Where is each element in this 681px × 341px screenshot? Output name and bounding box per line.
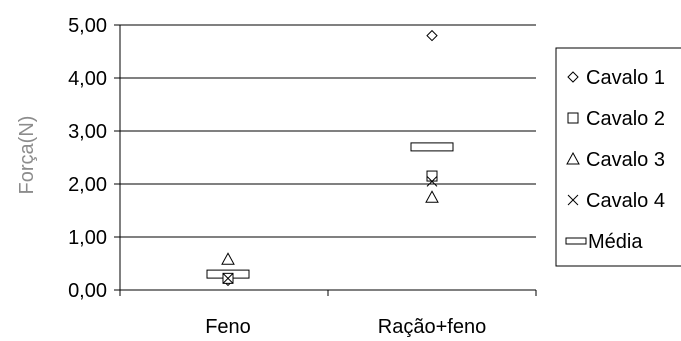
legend-label: Cavalo 2: [586, 108, 665, 130]
legend-label: Cavalo 1: [586, 67, 665, 89]
marker-square: [567, 112, 579, 124]
legend-label: Média: [588, 231, 643, 253]
x-tick-labels: Feno Ração+feno: [205, 316, 486, 338]
marker-square: [426, 170, 438, 182]
data-marks: [206, 29, 454, 287]
y-axis-title: Força(N): [16, 116, 38, 195]
y-tick-label: 5,00: [68, 15, 107, 37]
x-tick-label: Feno: [205, 316, 251, 338]
x-tick-label: Ração+feno: [378, 316, 486, 338]
marker-triangle: [425, 190, 439, 203]
y-tick-label: 2,00: [68, 174, 107, 196]
marker-x: [426, 175, 438, 187]
legend-label: Cavalo 4: [586, 190, 665, 212]
marker-triangle: [566, 151, 580, 165]
y-tick-labels: 0,00 1,00 2,00 3,00 4,00 5,00: [68, 15, 107, 302]
axes: [114, 24, 537, 296]
gridlines: [120, 24, 536, 238]
legend-label: Cavalo 3: [586, 149, 665, 171]
marker-x: [222, 272, 234, 284]
y-tick-label: 0,00: [68, 280, 107, 302]
marker-diamond: [426, 29, 438, 42]
legend-marker-mean-bar: [565, 237, 587, 245]
legend: Cavalo 1 Cavalo 2 Cavalo 3 Cavalo 4 Média: [555, 47, 681, 267]
legend-box: [555, 47, 681, 267]
y-tick-label: 1,00: [68, 227, 107, 249]
marker-mean-bar: [410, 142, 454, 152]
marker-x: [567, 194, 579, 206]
marker-diamond: [567, 71, 579, 83]
y-tick-label: 4,00: [68, 68, 107, 90]
marker-triangle: [221, 252, 235, 265]
y-tick-label: 3,00: [68, 121, 107, 143]
